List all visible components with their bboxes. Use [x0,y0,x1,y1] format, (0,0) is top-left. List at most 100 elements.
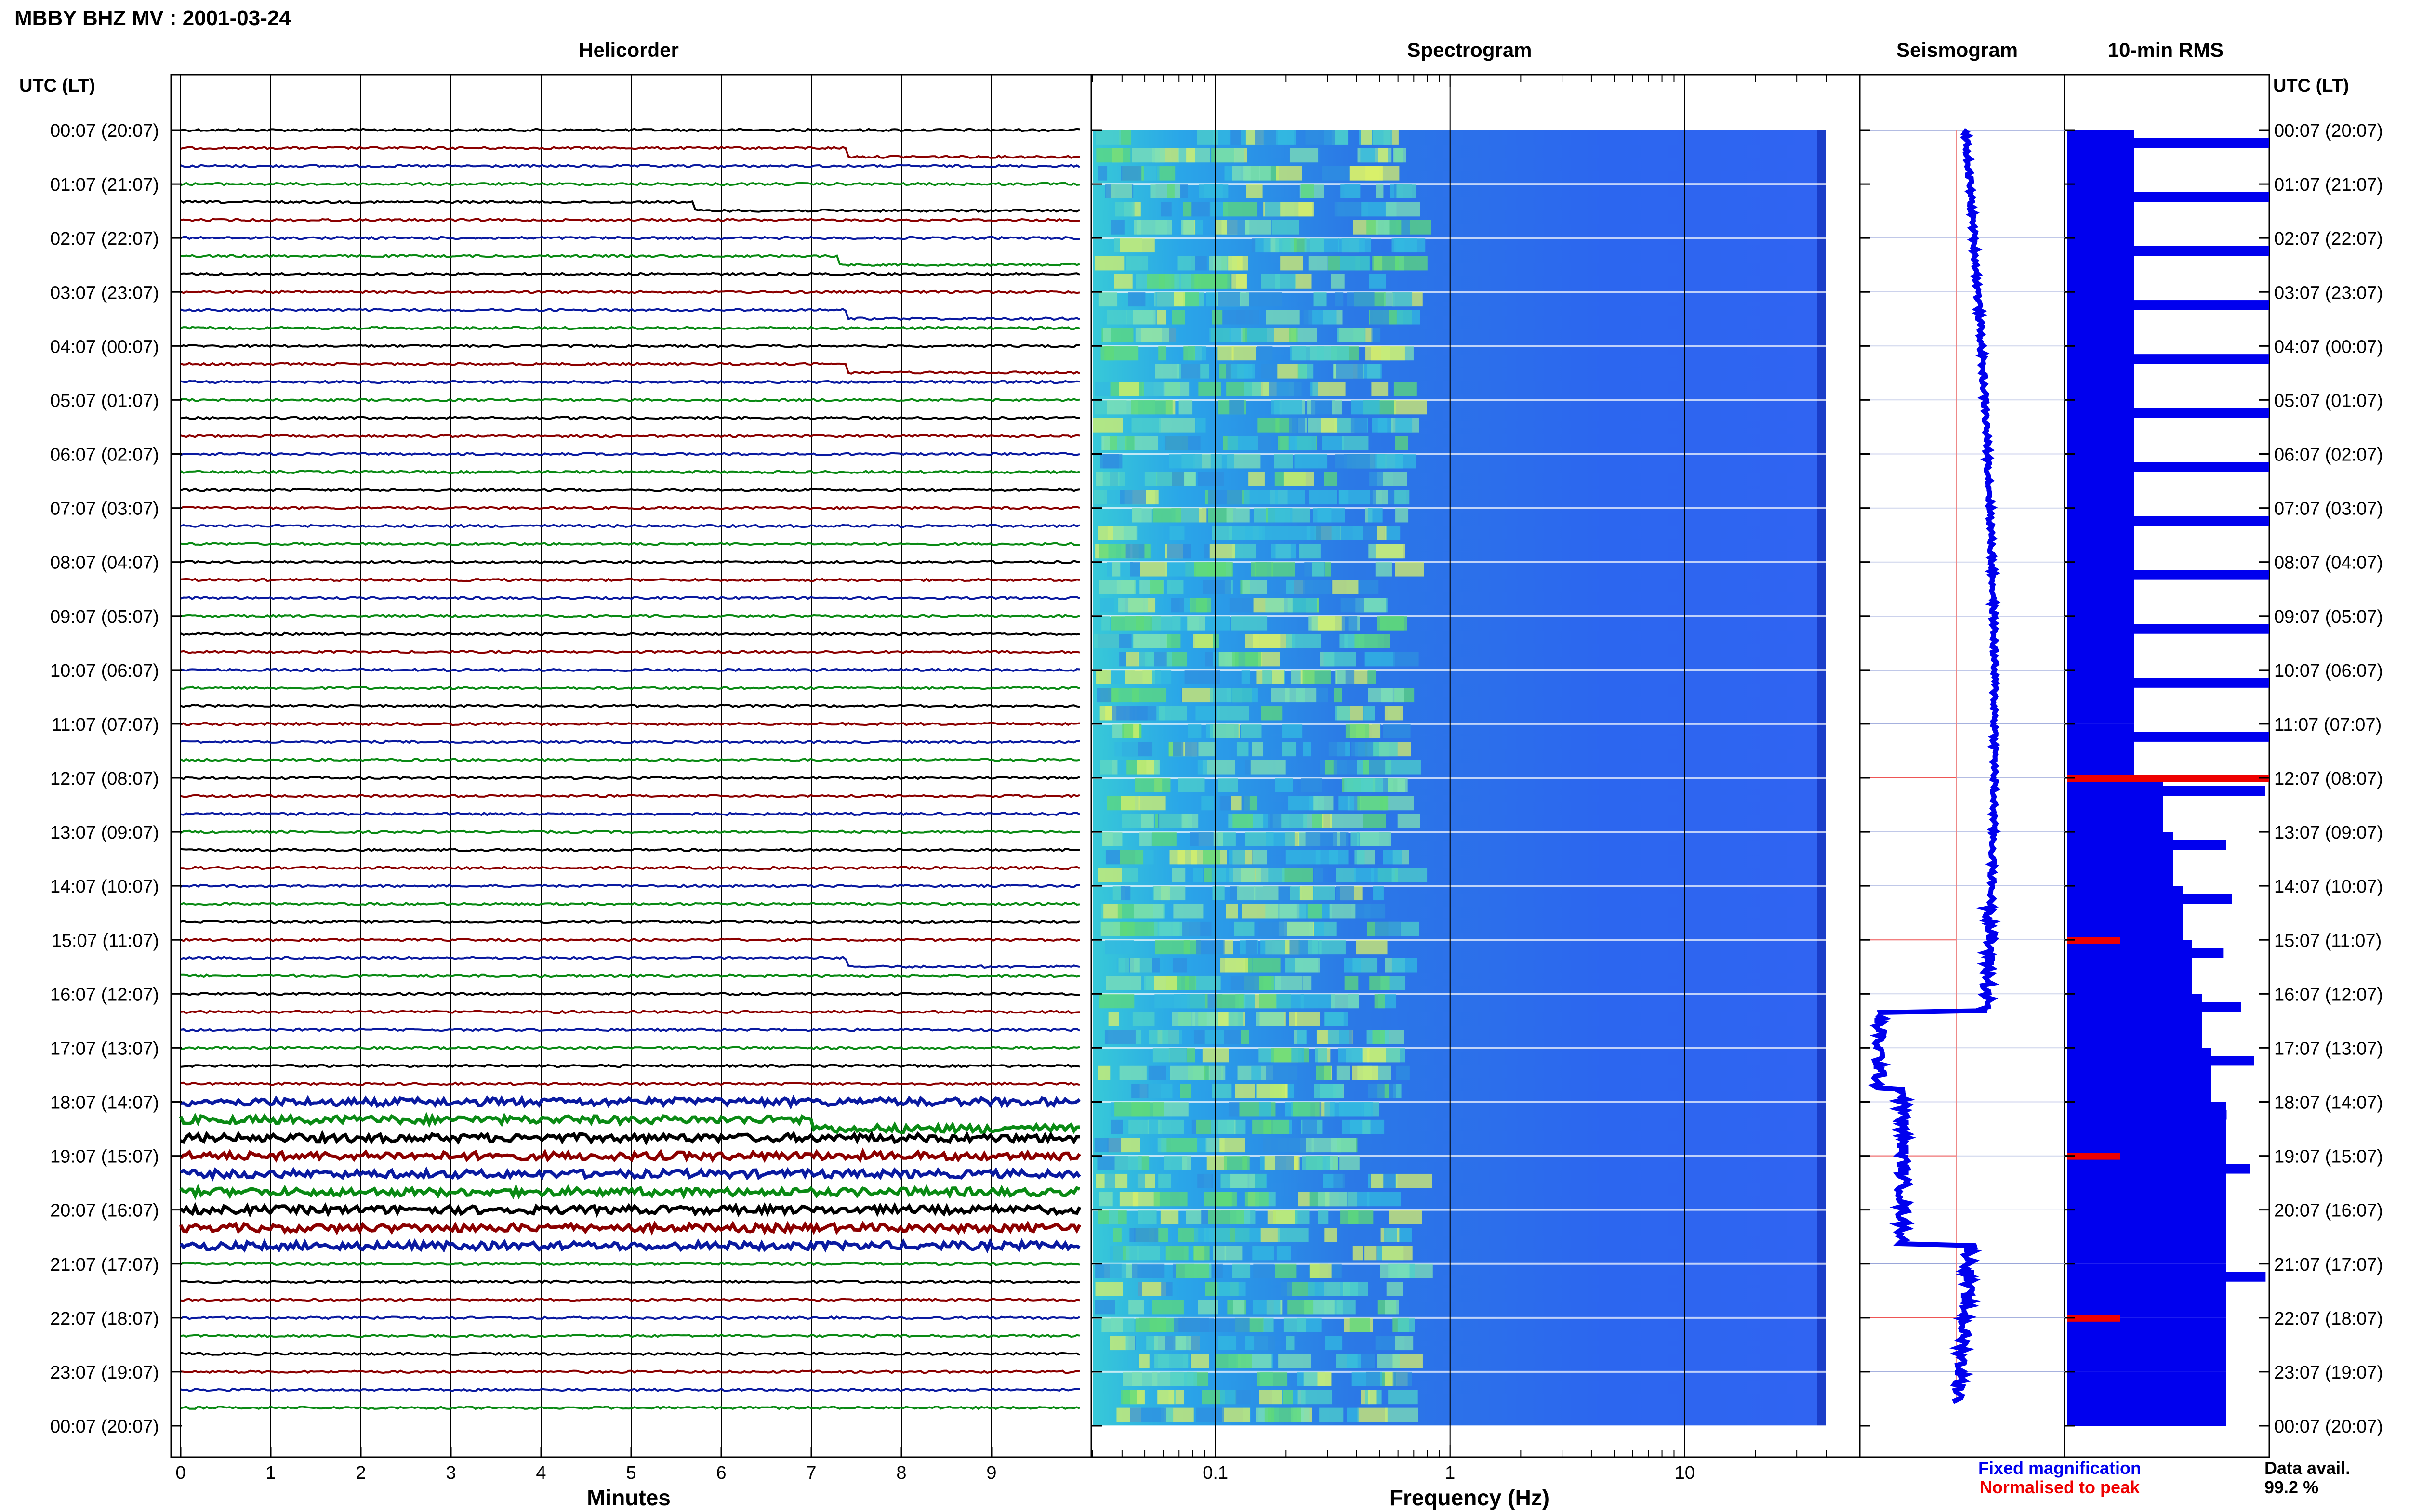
helicorder-trace [180,218,1080,223]
spectrogram-cell [1275,274,1296,289]
spectrogram-cell [1114,1102,1150,1117]
spectrogram-cell [1310,382,1318,396]
spectrogram-cell [1132,148,1160,163]
spectrogram-cell [1265,598,1293,613]
spectrogram-cell [1396,1065,1410,1080]
spectrogram-cell [1118,958,1130,973]
spectrogram-cell [1206,1156,1227,1170]
helicorder-trace [180,343,1080,349]
spectrogram-cell [1317,616,1342,631]
x-tick-label: 7 [806,1463,816,1483]
spectrogram-cell [1165,1246,1189,1261]
helicorder-trace [180,757,1080,763]
spectrogram-cell [1271,562,1295,577]
rms-bar [2067,408,2269,418]
helicorder-trace [180,614,1080,618]
spectrogram-cell [1378,148,1388,163]
spectrogram-cell [1190,832,1214,846]
spectrogram-cell [1171,598,1184,613]
spectrogram-cell [1186,148,1195,163]
spectrogram-cell [1159,706,1187,721]
time-label-right: 12:07 (08:07) [2274,769,2383,789]
spectrogram-cell [1235,1228,1261,1242]
spectrogram-cell [1349,1317,1370,1332]
spectrogram-cell [1109,1210,1118,1224]
spectrogram-cell [1336,1065,1350,1080]
spectrogram-cell [1338,238,1365,253]
spectrogram-cell [1291,346,1324,361]
spectrogram-cell [1395,418,1413,433]
spectrogram-cell [1108,688,1139,703]
spectrogram-cell [1234,921,1255,936]
spectrogram-cell [1157,1138,1167,1153]
spectrogram-cell [1308,1282,1343,1296]
spectrogram-cell [1148,1084,1173,1099]
spectrogram-cell [1099,1192,1113,1207]
spectrogram-cell [1223,202,1257,217]
spectrogram-cell [1313,796,1334,811]
spectrogram-cell [1135,1317,1167,1332]
time-label-left: 17:07 (13:07) [50,1039,159,1059]
spectrogram-cell [1111,1119,1123,1134]
spectrogram-cell [1093,418,1123,433]
spectrogram-cell [1313,292,1327,307]
spectrogram-cell [1325,1336,1343,1351]
time-label-left: 09:07 (05:07) [50,607,159,627]
spectrogram-cell [1275,778,1293,792]
spectrogram-cell [1322,166,1350,181]
spectrogram-cell [1385,526,1401,540]
spectrogram-cell [1276,994,1304,1009]
spectrogram-cell [1125,670,1152,684]
spectrogram-cell [1348,1210,1374,1224]
spectrogram-cell [1395,436,1408,451]
spectrogram-cell [1182,1156,1191,1170]
helicorder-trace [180,272,1080,276]
time-label-right: 05:07 (01:07) [2274,391,2383,411]
spectrogram-cell [1121,796,1140,811]
spectrogram-cell [1371,382,1389,396]
spectrogram-cell [1182,921,1212,936]
spectrogram-cell [1257,418,1280,433]
helicorder-trace [180,308,1080,321]
rms-bars [2067,130,2269,1426]
spectrogram-cell [1195,706,1220,721]
spectrogram-cell [1344,454,1377,469]
spectrogram-cell [1315,1048,1327,1063]
spectrogram-cell [1367,1192,1401,1207]
time-label-right: 09:07 (05:07) [2274,607,2383,627]
spectrogram-cell [1131,418,1161,433]
frequency-tick-label: 0.1 [1203,1463,1228,1483]
spectrogram-cell [1232,1263,1251,1278]
spectrogram-cell [1230,975,1259,990]
spectrogram-cell [1226,688,1258,703]
spectrogram-cell [1294,454,1328,469]
spectrogram-cell [1376,490,1388,505]
spectrogram-cell [1370,310,1389,325]
spectrogram-cell [1331,526,1363,540]
spectrogram-cell [1211,868,1233,882]
spectrogram-cell [1362,1119,1371,1134]
helicorder-trace [180,811,1080,816]
spectrogram-cell [1318,1192,1348,1207]
spectrogram-cell [1377,616,1407,631]
spectrogram-cell [1167,184,1175,198]
x-tick-label: 8 [896,1463,906,1483]
spectrogram-cell [1194,562,1226,577]
spectrogram-cell [1119,1065,1147,1080]
spectrogram-cell [1252,1300,1281,1315]
spectrogram-cell [1227,220,1245,235]
helicorder-trace [180,470,1080,474]
spectrogram-cell [1125,1336,1135,1351]
spectrogram-cell [1254,886,1279,901]
spectrogram-cell [1152,1048,1187,1063]
spectrogram-cell [1310,1263,1332,1278]
spectrogram-cell [1229,850,1245,865]
spectrogram-cell [1281,1282,1292,1296]
spectrogram-cell [1303,742,1311,757]
spectrogram-cell [1308,310,1337,325]
spectrogram-cell [1347,292,1375,307]
spectrogram-cell [1385,1407,1418,1422]
rms-bar [2067,1002,2241,1012]
spectrogram-cell [1106,975,1142,990]
x-tick-label: 3 [446,1463,456,1483]
